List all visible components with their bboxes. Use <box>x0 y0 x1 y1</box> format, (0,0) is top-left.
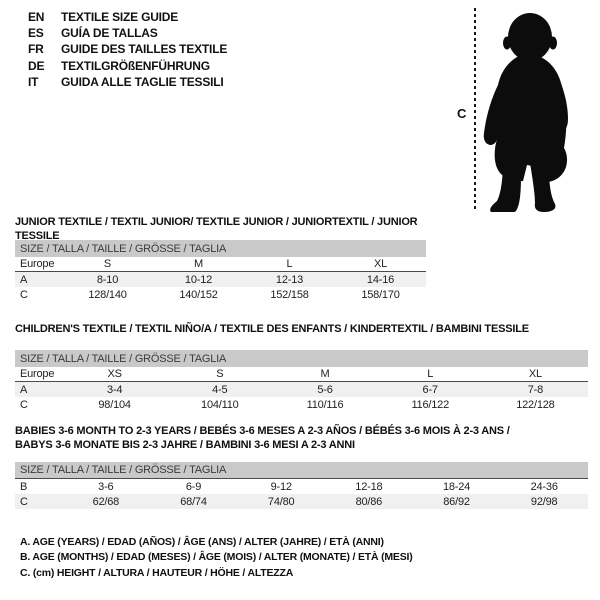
row-label: C <box>20 398 28 411</box>
size-cell: L <box>427 368 434 380</box>
legend-line-a: A. AGE (YEARS) / EDAD (AÑOS) / ÂGE (ANS)… <box>20 536 384 548</box>
baby-silhouette-icon <box>483 10 573 215</box>
height-cell: 86/92 <box>443 495 470 508</box>
table-row-europe: Europe XS S M L XL <box>15 367 588 382</box>
size-header-bar: SIZE / TALLA / TAILLE / GRÖSSE / TAGLIA <box>15 240 426 257</box>
size-header-bar: SIZE / TALLA / TAILLE / GRÖSSE / TAGLIA <box>15 462 588 479</box>
age-cell: 12-13 <box>275 273 304 286</box>
age-cell: 7-8 <box>527 383 544 396</box>
age-cell: 3-4 <box>106 383 123 396</box>
size-cell: L <box>286 258 293 270</box>
row-label: B <box>20 480 28 493</box>
height-cell: 158/170 <box>361 288 400 301</box>
language-label: TEXTILE SIZE GUIDE <box>61 10 179 24</box>
figure-height-label: C <box>457 106 467 121</box>
table-row-height: C 98/104 104/110 110/116 116/122 122/128 <box>15 397 588 412</box>
language-label: GUIDE DES TAILLES TEXTILE <box>61 42 228 57</box>
age-cell: 14-16 <box>366 273 395 286</box>
language-label: GUÍA DE TALLAS <box>61 26 158 41</box>
row-label: C <box>20 288 28 301</box>
size-cell: S <box>103 258 112 270</box>
size-cell: XS <box>107 368 122 380</box>
row-label: A <box>20 383 28 396</box>
size-cell: M <box>194 258 203 270</box>
language-row: EN TEXTILE SIZE GUIDE <box>28 9 227 25</box>
language-code: EN <box>28 10 45 24</box>
age-cell: 8-10 <box>96 273 119 286</box>
row-label: Europe <box>20 368 55 380</box>
language-label: TEXTILGRÖßENFÜHRUNG <box>61 58 210 73</box>
size-cell: XL <box>528 368 542 380</box>
age-cell: 9-12 <box>270 480 292 493</box>
height-cell: 74/80 <box>267 495 295 508</box>
table-title: BABIES 3-6 MONTH TO 2-3 YEARS / BEBÉS 3-… <box>15 425 588 462</box>
table-title-line: BABIES 3-6 MONTH TO 2-3 YEARS / BEBÉS 3-… <box>15 425 510 437</box>
table-row-height: C 128/140 140/152 152/158 158/170 <box>15 287 426 302</box>
height-cell: 92/98 <box>530 495 558 508</box>
language-code: ES <box>28 26 44 41</box>
size-cell: XL <box>373 258 388 270</box>
height-cell: 140/152 <box>179 288 218 301</box>
height-cell: 62/68 <box>92 495 120 508</box>
age-cell: 10-12 <box>184 273 213 286</box>
age-cell: 6-9 <box>185 480 202 493</box>
height-cell: 116/122 <box>411 398 449 411</box>
age-cell: 18-24 <box>442 480 471 493</box>
row-label: A <box>20 273 28 286</box>
size-cell: M <box>320 368 330 380</box>
age-cell: 6-7 <box>422 383 439 396</box>
height-cell: 80/86 <box>355 495 383 508</box>
language-row: DE TEXTILGRÖßENFÜHRUNG <box>28 58 227 74</box>
language-code: FR <box>28 42 44 57</box>
junior-textile-table: JUNIOR TEXTILE / TEXTIL JUNIOR/ TEXTILE … <box>15 216 426 302</box>
age-cell: 12-18 <box>355 480 383 493</box>
table-title: CHILDREN'S TEXTILE / TEXTIL NIÑO/A / TEX… <box>15 323 529 335</box>
table-row-height: C 62/68 68/74 74/80 80/86 86/92 92/98 <box>15 494 588 509</box>
age-cell: 4-5 <box>212 383 228 396</box>
childrens-textile-table: CHILDREN'S TEXTILE / TEXTIL NIÑO/A / TEX… <box>15 323 588 412</box>
language-list: EN TEXTILE SIZE GUIDE ES GUÍA DE TALLAS … <box>28 9 227 90</box>
height-cell: 128/140 <box>88 288 127 301</box>
language-row: FR GUIDE DES TAILLES TEXTILE <box>28 41 227 57</box>
table-row-age: A 3-4 4-5 5-6 6-7 7-8 <box>15 382 588 397</box>
legend-line-c: C. (cm) HEIGHT / ALTURA / HAUTEUR / HÖHE… <box>20 566 294 579</box>
language-label: GUIDA ALLE TAGLIE TESSILI <box>61 74 224 89</box>
age-cell: 5-6 <box>317 383 333 396</box>
age-cell: 24-36 <box>530 480 558 493</box>
table-title: JUNIOR TEXTILE / TEXTIL JUNIOR/ TEXTILE … <box>15 216 418 242</box>
language-code: DE <box>28 58 45 73</box>
height-dashed-line <box>474 8 476 211</box>
height-cell: 68/74 <box>180 495 207 508</box>
table-title-line: BABYS 3-6 MONATE BIS 2-3 JAHRE / BAMBINI… <box>15 438 355 451</box>
language-row: ES GUÍA DE TALLAS <box>28 25 227 41</box>
row-label: C <box>20 495 28 508</box>
legend: A. AGE (YEARS) / EDAD (AÑOS) / ÂGE (ANS)… <box>20 535 413 581</box>
row-label: Europe <box>20 258 55 270</box>
age-cell: 3-6 <box>98 480 114 493</box>
size-cell: S <box>216 368 224 380</box>
legend-line-b: B. AGE (MONTHS) / EDAD (MESES) / ÂGE (MO… <box>20 551 413 564</box>
size-header-bar: SIZE / TALLA / TAILLE / GRÖSSE / TAGLIA <box>15 350 588 367</box>
table-row-europe: Europe S M L XL <box>15 257 426 272</box>
height-cell: 122/128 <box>516 398 555 411</box>
height-cell: 104/110 <box>201 398 239 411</box>
table-row-age: A 8-10 10-12 12-13 14-16 <box>15 272 426 287</box>
height-cell: 98/104 <box>98 398 131 411</box>
language-row: IT GUIDA ALLE TAGLIE TESSILI <box>28 74 227 90</box>
babies-textile-table: BABIES 3-6 MONTH TO 2-3 YEARS / BEBÉS 3-… <box>15 425 588 509</box>
height-cell: 152/158 <box>270 288 309 301</box>
table-row-age-months: B 3-6 6-9 9-12 12-18 18-24 24-36 <box>15 479 588 494</box>
language-code: IT <box>28 74 39 89</box>
height-cell: 110/116 <box>306 398 344 411</box>
